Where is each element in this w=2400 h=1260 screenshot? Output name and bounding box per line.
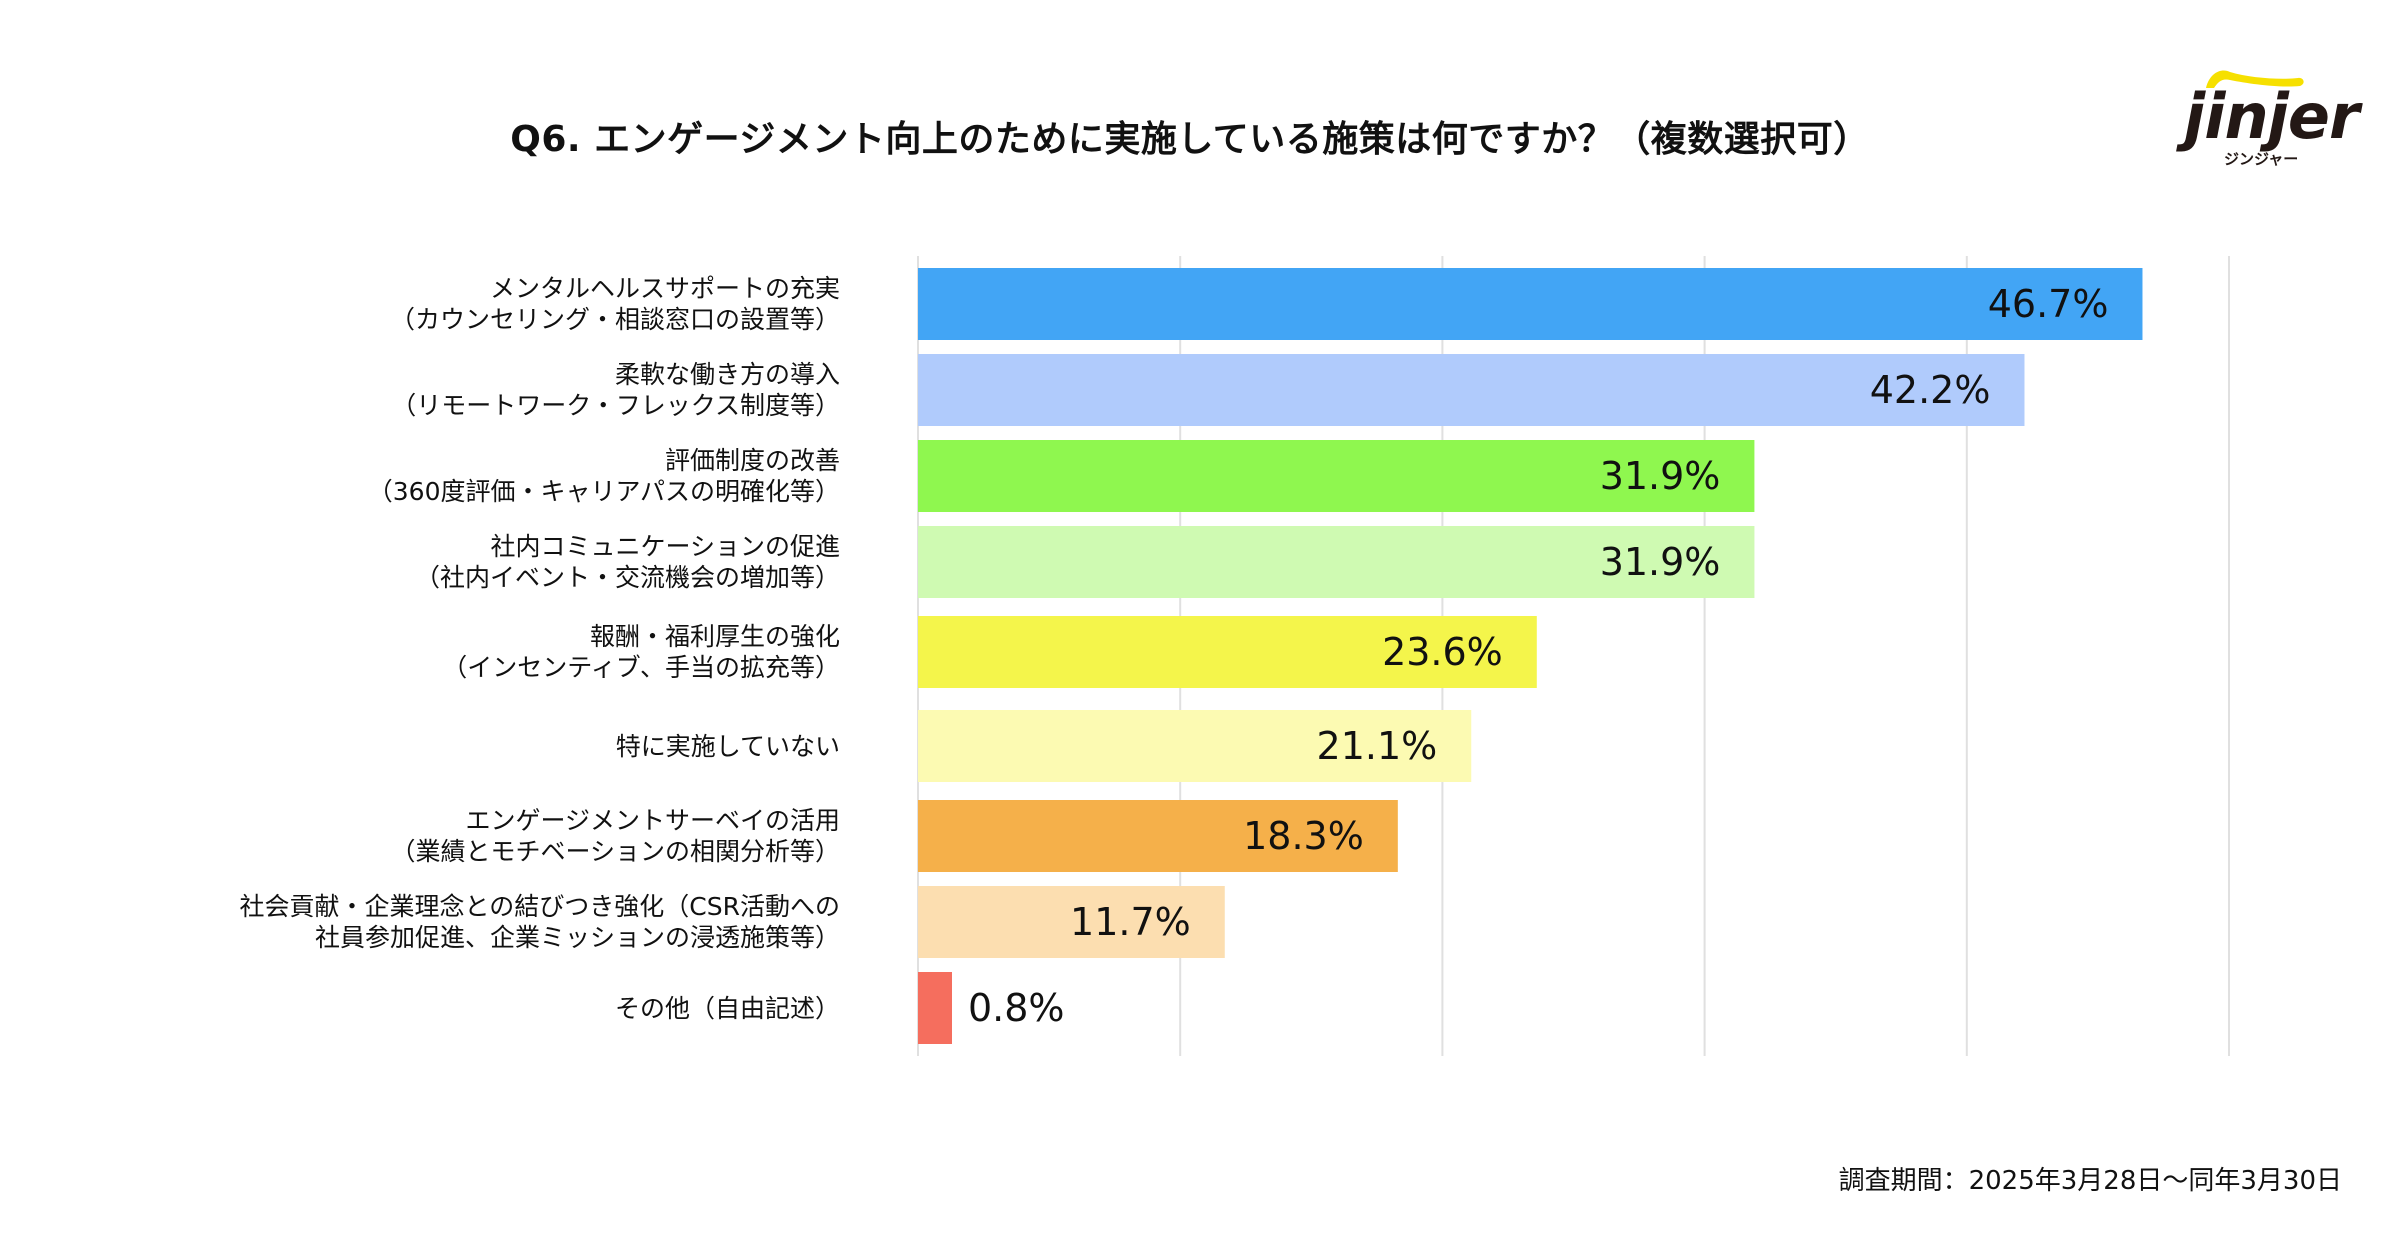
category-label-3: 社内コミュニケーションの促進 （社内イベント・交流機会の増加等）	[415, 531, 840, 593]
category-label-2: 評価制度の改善 （360度評価・キャリアパスの明確化等）	[368, 445, 840, 507]
category-label-1: 柔軟な働き方の導入 （リモートワーク・フレックス制度等）	[391, 359, 840, 421]
bar-4	[918, 616, 1537, 688]
category-label-line: メンタルヘルスサポートの充実	[489, 274, 840, 303]
bar-0	[918, 268, 2143, 340]
category-label-8: その他（自由記述）	[615, 993, 840, 1024]
category-label-line: 社内コミュニケーションの促進	[490, 532, 840, 561]
category-label-line: （業績とモチベーションの相関分析等）	[390, 837, 840, 866]
category-label-5: 特に実施していない	[616, 731, 840, 762]
category-label-0: メンタルヘルスサポートの充実 （カウンセリング・相談窓口の設置等）	[390, 273, 840, 335]
value-label-0: 46.7%	[1988, 282, 2109, 326]
value-label-1: 42.2%	[1870, 368, 1991, 412]
value-label-7: 11.7%	[1070, 900, 1191, 944]
bar-1	[918, 354, 2025, 426]
category-label-line: （360度評価・キャリアパスの明確化等）	[367, 477, 840, 506]
category-label-line: （インセンティブ、手当の拡充等）	[442, 653, 840, 682]
category-label-line: 社会貢献・企業理念との結びつき強化（CSR活動への	[239, 892, 840, 921]
jinjer-logo: jinjer ジンジャー	[2180, 62, 2360, 172]
survey-period: 調査期間：2025年3月28日～同年3月30日	[1838, 1166, 2342, 1196]
value-label-8: 0.8%	[968, 986, 1065, 1030]
category-label-line: 報酬・福利厚生の強化	[589, 622, 840, 651]
category-label-line: 社員参加促進、企業ミッションの浸透施策等）	[314, 923, 840, 952]
bar-8	[918, 972, 952, 1044]
bars	[918, 268, 2143, 1044]
value-labels: 46.7% 42.2% 31.9% 31.9% 23.6% 21.1% 18.3% 11.7%…	[968, 282, 2108, 1030]
category-label-line: （社内イベント・交流機会の増加等）	[414, 563, 840, 592]
value-label-4: 23.6%	[1382, 630, 1503, 674]
value-label-3: 31.9%	[1600, 540, 1721, 584]
bar-2	[918, 440, 1755, 512]
value-label-5: 21.1%	[1317, 724, 1438, 768]
bar-5	[918, 710, 1472, 782]
logo-kana: ジンジャー	[2224, 150, 2299, 168]
category-label-line: 評価制度の改善	[664, 446, 840, 475]
category-label-line: 柔軟な働き方の導入	[614, 360, 840, 389]
value-label-2: 31.9%	[1600, 454, 1721, 498]
category-label-line: その他（自由記述）	[614, 993, 840, 1023]
chart-title: Q6. エンゲージメント向上のために実施している施策は何ですか？（複数選択可）	[510, 119, 1870, 160]
category-label-7: 社会貢献・企業理念との結びつき強化（CSR活動への 社員参加促進、企業ミッションの…	[240, 891, 840, 953]
category-label-line: （リモートワーク・フレックス制度等）	[391, 391, 840, 420]
bar-7	[918, 886, 1225, 958]
bar-3	[918, 526, 1755, 598]
category-label-6: エンゲージメントサーベイの活用 （業績とモチベーションの相関分析等）	[390, 805, 840, 867]
category-label-line: 特に実施していない	[615, 731, 840, 761]
logo-wordmark: jinjer	[2184, 80, 2360, 153]
bar-6	[918, 800, 1398, 872]
category-label-line: （カウンセリング・相談窓口の設置等）	[389, 305, 840, 334]
category-label-4: 報酬・福利厚生の強化 （インセンティブ、手当の拡充等）	[442, 621, 840, 683]
value-label-6: 18.3%	[1243, 814, 1364, 858]
category-label-line: エンゲージメントサーベイの活用	[465, 806, 840, 835]
logo-roof-icon	[2206, 70, 2304, 88]
